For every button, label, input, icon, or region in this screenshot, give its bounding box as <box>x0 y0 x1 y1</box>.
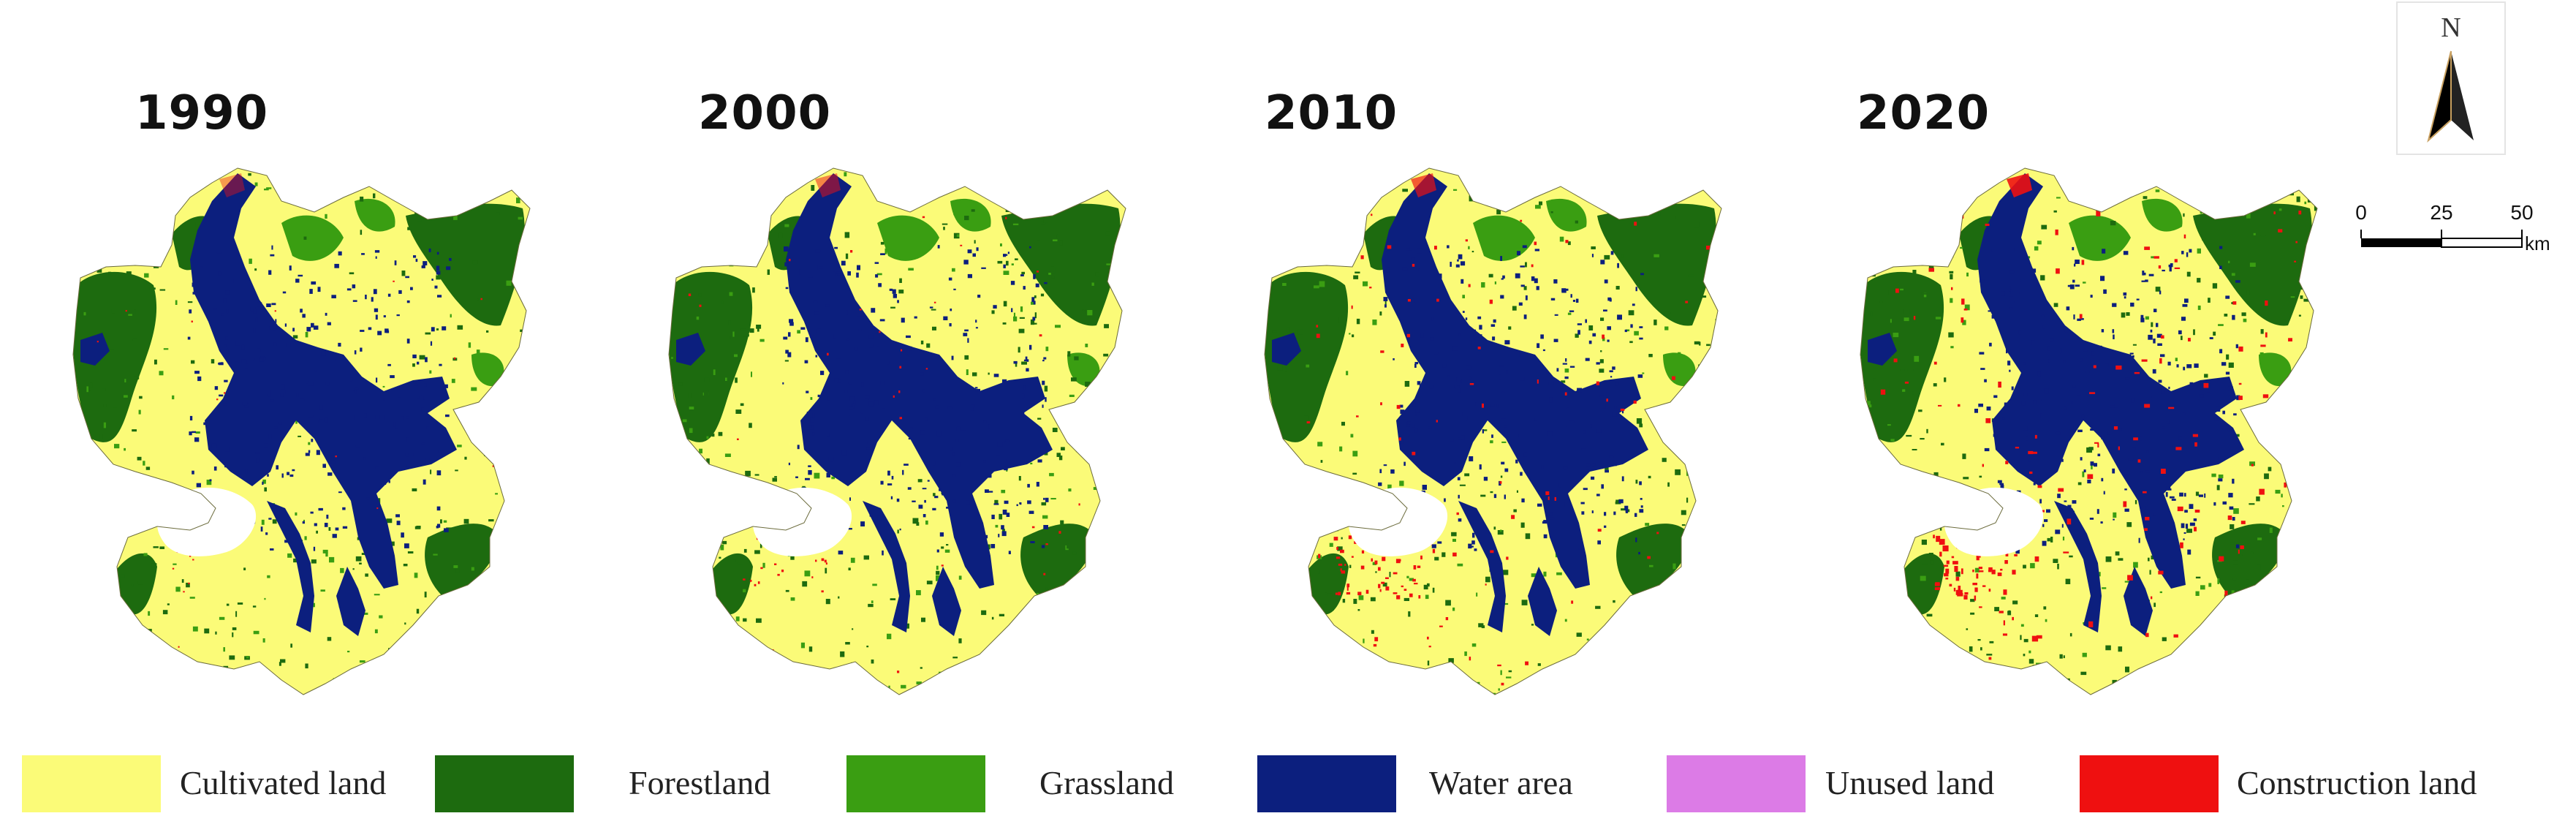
legend-label-construction-land: Construction land <box>2237 764 2477 801</box>
north-arrow: N <box>2396 1 2506 155</box>
legend-swatch-construction-land <box>2080 755 2219 812</box>
legend-swatch-water-area <box>1257 755 1396 812</box>
legend-swatch-grassland <box>846 755 985 812</box>
legend-swatch-cultivated-land <box>22 755 161 812</box>
scale-tick-0: 0 <box>2355 201 2367 224</box>
legend-swatch-unused-land <box>1667 755 1806 812</box>
legend-label-grassland: Grassland <box>1039 764 1174 801</box>
legend-label-forestland: Forestland <box>629 764 771 801</box>
legend-swatch-forestland <box>435 755 574 812</box>
land-use-map-1990 <box>44 157 556 713</box>
scale-tick-50: 50 <box>2510 201 2533 224</box>
legend-label-unused-land: Unused land <box>1825 764 1995 801</box>
north-label: N <box>2441 12 2461 43</box>
land-use-map-2000 <box>640 157 1151 713</box>
year-title-2000: 2000 <box>698 86 832 140</box>
scale-tick-25: 25 <box>2430 201 2452 224</box>
land-use-map-2020 <box>1831 157 2343 713</box>
land-use-map-2010 <box>1235 157 1747 713</box>
scale-bar: 0 25 50 km <box>2339 197 2551 263</box>
legend-label-cultivated-land: Cultivated land <box>180 764 387 801</box>
scale-unit: km <box>2525 233 2550 254</box>
year-title-1990: 1990 <box>135 86 269 140</box>
legend-label-water-area: Water area <box>1429 764 1573 801</box>
year-title-2010: 2010 <box>1265 86 1398 140</box>
year-title-2020: 2020 <box>1857 86 1990 140</box>
